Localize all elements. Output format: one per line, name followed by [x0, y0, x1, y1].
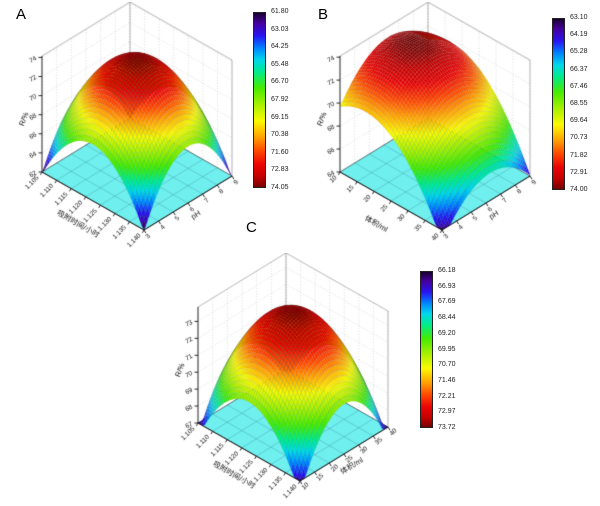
colorbar-tick-label: 71.82 [570, 151, 588, 159]
colorbar-tick-label: 64.25 [271, 43, 289, 51]
colorbar-gradient-c [420, 271, 433, 428]
colorbar-tick-label: 67.46 [570, 82, 588, 90]
colorbar-a: 61.80 63.03 64.25 65.48 66.70 67.92 69.15 70.38… [253, 8, 315, 191]
colorbar-tick-label: 70.38 [271, 131, 289, 139]
colorbar-tick-label: 72.83 [271, 166, 289, 174]
surface-panel-c [158, 253, 408, 505]
colorbar-tick-label: 69.15 [271, 113, 289, 121]
colorbar-tick-label: 63.10 [570, 14, 588, 21]
colorbar-tick-label: 70.70 [438, 361, 456, 369]
colorbar-tick-label: 67.92 [271, 96, 289, 103]
colorbar-tick-label: 63.03 [271, 25, 289, 33]
colorbar-tick-label: 68.55 [570, 100, 588, 107]
surface-plot-a [2, 2, 252, 254]
colorbar-tick-label: 70.73 [570, 134, 588, 142]
colorbar-gradient-b [552, 18, 565, 190]
colorbar-tick-label: 68.44 [438, 314, 456, 322]
colorbar-tick-label: 69.20 [438, 329, 456, 337]
colorbar-tick-label: 73.72 [438, 424, 456, 431]
colorbar-tick-label: 61.80 [271, 8, 289, 15]
surface-panel-b [300, 2, 550, 254]
colorbar-tick-label: 71.60 [271, 148, 289, 156]
surface-plot-c [158, 253, 408, 505]
colorbar-tick-label: 66.37 [570, 65, 588, 73]
colorbar-tick-label: 67.69 [438, 298, 456, 306]
colorbar-tick-label: 66.93 [438, 282, 456, 290]
colorbar-tick-label: 72.91 [570, 168, 588, 176]
colorbar-tick-label: 69.64 [570, 117, 588, 125]
colorbar-tick-label: 72.21 [438, 392, 456, 400]
colorbar-tick-label: 66.18 [438, 267, 456, 274]
colorbar-tick-label: 72.97 [438, 408, 456, 416]
colorbar-b: 63.10 64.19 65.28 66.37 67.46 68.55 69.64 70.73… [552, 14, 600, 193]
colorbar-tick-label: 69.95 [438, 345, 456, 353]
colorbar-tick-label: 74.00 [570, 186, 588, 193]
colorbar-labels-b: 63.10 64.19 65.28 66.37 67.46 68.55 69.64 70.73… [570, 14, 600, 193]
surface-panel-a [2, 2, 252, 254]
colorbar-tick-label: 65.28 [570, 48, 588, 56]
colorbar-tick-label: 64.19 [570, 31, 588, 39]
colorbar-labels-a: 61.80 63.03 64.25 65.48 66.70 67.92 69.15 70.38… [271, 8, 313, 191]
colorbar-tick-label: 74.05 [271, 184, 289, 191]
colorbar-tick-label: 71.46 [438, 376, 456, 384]
surface-plot-b [300, 2, 550, 254]
colorbar-tick-label: 65.48 [271, 60, 289, 68]
colorbar-tick-label: 66.70 [271, 78, 289, 86]
colorbar-gradient-a [253, 12, 266, 188]
colorbar-labels-c: 66.18 66.93 67.69 68.44 69.20 69.95 70.70 71.46… [438, 267, 480, 431]
colorbar-c: 66.18 66.93 67.69 68.44 69.20 69.95 70.70 71.46… [420, 267, 482, 431]
